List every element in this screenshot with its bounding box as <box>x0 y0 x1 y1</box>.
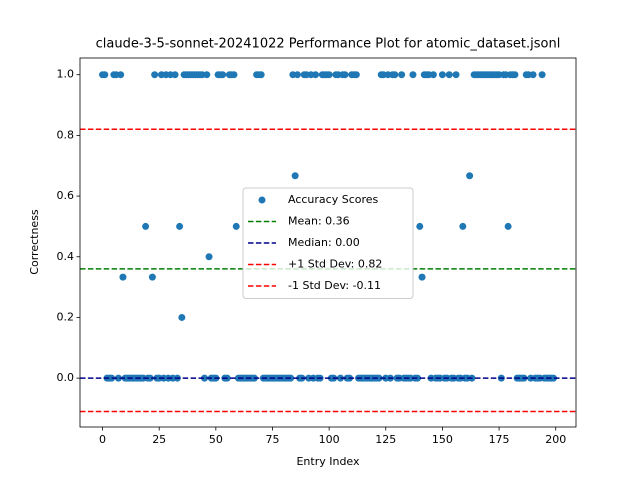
x-tick-label: 200 <box>545 433 566 446</box>
data-point <box>438 71 446 79</box>
data-point <box>414 374 422 382</box>
y-tick-label: 0.8 <box>57 128 75 141</box>
y-tick-label: 0.4 <box>57 250 75 263</box>
y-tick-label: 1.0 <box>57 68 75 81</box>
data-point <box>459 222 467 230</box>
data-point <box>232 222 240 230</box>
data-point <box>538 71 546 79</box>
legend-label: -1 Std Dev: -0.11 <box>288 279 381 292</box>
data-point <box>117 71 125 79</box>
data-point <box>549 374 557 382</box>
axes-frame <box>79 57 577 428</box>
data-point <box>171 71 179 79</box>
y-tick-label: 0.0 <box>57 371 75 384</box>
x-tick-label: 125 <box>375 433 396 446</box>
data-point <box>142 222 150 230</box>
data-point <box>391 71 399 79</box>
x-tick-label: 0 <box>99 433 106 446</box>
legend-marker <box>258 196 266 204</box>
data-point <box>219 71 227 79</box>
data-point <box>148 273 156 281</box>
data-point <box>291 172 299 180</box>
x-tick-label: 75 <box>265 433 279 446</box>
data-point <box>341 71 349 79</box>
data-point <box>203 71 211 79</box>
x-tick-label: 50 <box>209 433 223 446</box>
data-point <box>466 172 474 180</box>
x-tick-label: 100 <box>319 433 340 446</box>
legend-label: Mean: 0.36 <box>288 215 350 228</box>
legend-label: Median: 0.00 <box>288 236 360 249</box>
data-point <box>336 374 344 382</box>
data-point <box>151 71 159 79</box>
data-point <box>452 71 460 79</box>
data-point <box>178 313 186 321</box>
data-point <box>293 71 301 79</box>
x-tick-label: 150 <box>432 433 453 446</box>
data-point <box>325 71 333 79</box>
data-point <box>398 71 406 79</box>
data-point <box>114 374 122 382</box>
data-point <box>352 71 360 79</box>
data-point <box>529 71 537 79</box>
x-axis-label: Entry Index <box>296 455 360 468</box>
x-tick-label: 25 <box>152 433 166 446</box>
data-point <box>504 222 512 230</box>
data-point <box>205 253 213 261</box>
y-axis-label: Correctness <box>28 209 41 275</box>
data-point <box>230 71 238 79</box>
data-point <box>146 374 154 382</box>
data-point <box>312 71 320 79</box>
data-point <box>119 273 127 281</box>
legend-label: Accuracy Scores <box>288 193 379 206</box>
data-point <box>176 222 184 230</box>
chart-title: claude-3-5-sonnet-20241022 Performance P… <box>96 37 561 52</box>
data-point <box>511 71 519 79</box>
x-tick-label: 175 <box>489 433 510 446</box>
data-point <box>418 273 426 281</box>
y-tick-label: 0.6 <box>57 189 75 202</box>
data-point <box>257 71 265 79</box>
data-point <box>101 71 109 79</box>
data-point <box>416 222 424 230</box>
legend-box <box>242 187 414 299</box>
data-point <box>375 374 383 382</box>
legend-label: +1 Std Dev: 0.82 <box>288 258 382 271</box>
y-tick-label: 0.2 <box>57 310 75 323</box>
data-point <box>409 71 417 79</box>
data-point <box>445 71 453 79</box>
data-point <box>201 374 209 382</box>
data-point <box>429 71 437 79</box>
